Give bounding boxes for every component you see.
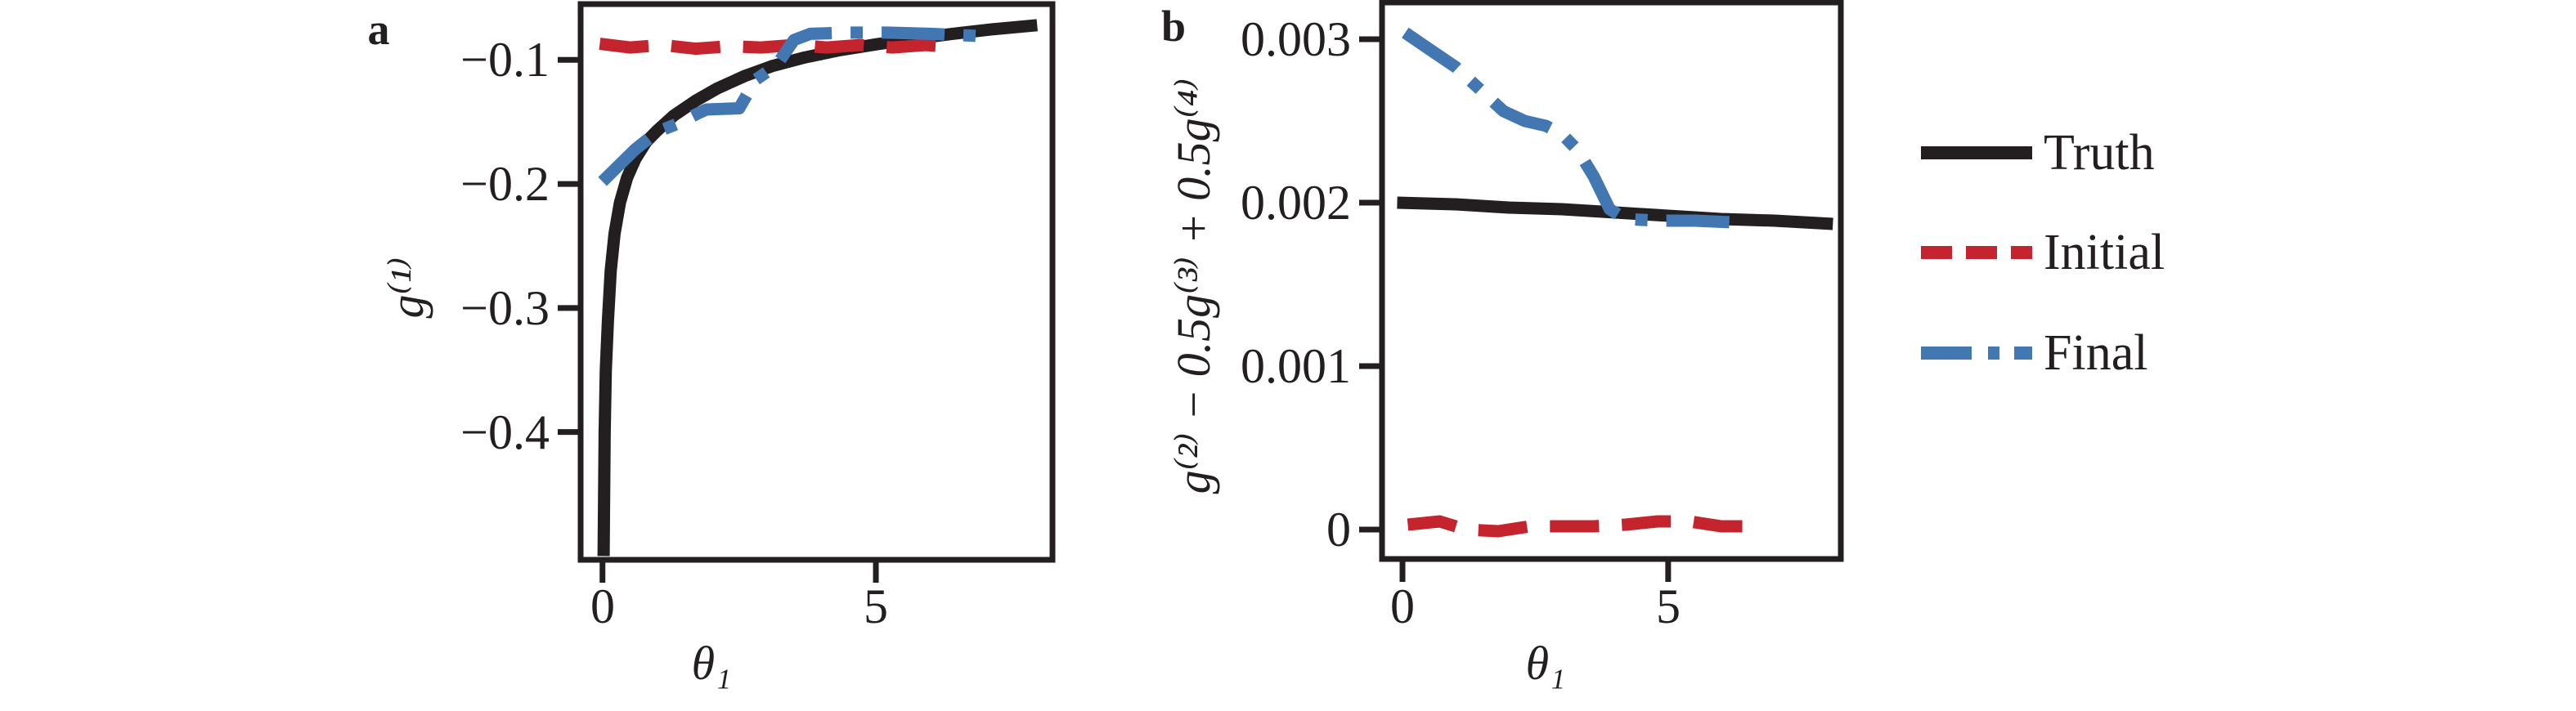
y-tick-label: −0.3 — [460, 281, 550, 335]
legend-swatch-initial-line — [1921, 246, 2032, 259]
y-tick-label: 0.003 — [1241, 12, 1351, 66]
y-tick-label: −0.2 — [460, 157, 550, 211]
legend-swatch-final-line — [1921, 347, 2032, 360]
panel-b-plot — [1359, 0, 1844, 582]
legend-swatch-truth-line — [1921, 146, 2032, 159]
y-axis-label-a: g⁽¹⁾ — [380, 257, 433, 319]
panel-a-plot — [558, 1, 1056, 583]
panel-letter-a: a — [367, 5, 390, 54]
y-tick-label: −0.4 — [460, 405, 550, 459]
y-tick-label: −0.1 — [460, 33, 550, 87]
x-tick-label: 0 — [1390, 579, 1415, 633]
y-axis-label-b: g⁽²⁾ − 0.5g⁽³⁾ + 0.5g⁽⁴⁾ — [1167, 78, 1220, 494]
x-axis-label-a: θ₁ — [691, 637, 732, 690]
y-tick-label: 0.001 — [1241, 339, 1351, 393]
y-tick-label: 0 — [1326, 503, 1351, 557]
x-tick-label: 5 — [864, 579, 888, 633]
legend-label-initial: Initial — [2044, 225, 2165, 280]
x-tick-label: 5 — [1656, 579, 1681, 633]
x-axis-label-b: θ₁ — [1525, 637, 1566, 690]
panel-letter-b: b — [1160, 2, 1187, 51]
legend-label-final: Final — [2044, 325, 2148, 381]
legend-label-truth: Truth — [2044, 125, 2155, 181]
y-tick-label: 0.002 — [1241, 176, 1351, 230]
x-tick-label: 0 — [590, 579, 615, 633]
